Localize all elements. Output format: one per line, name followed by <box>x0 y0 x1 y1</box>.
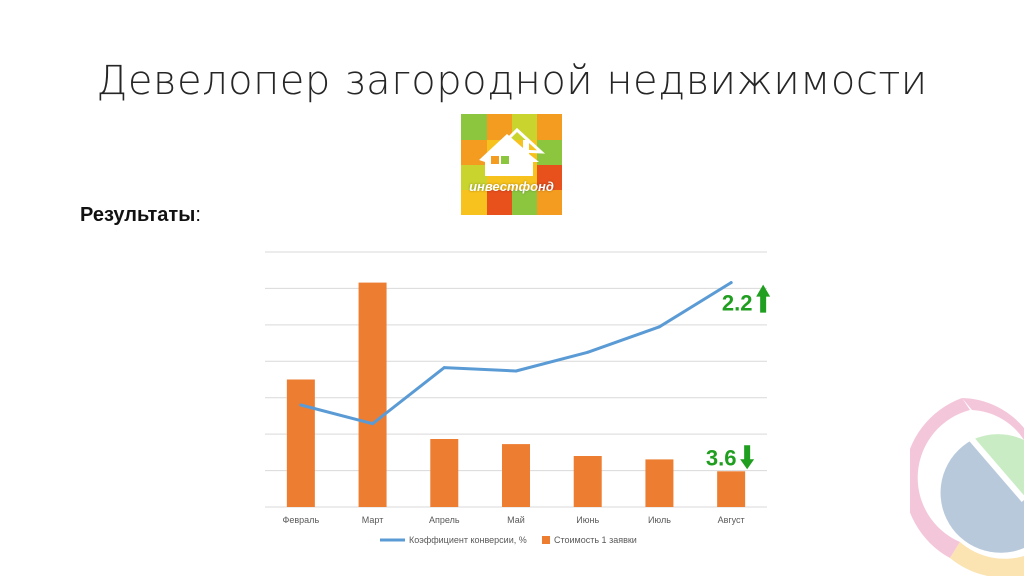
line-point <box>442 366 446 370</box>
results-label: Результаты: <box>80 204 201 227</box>
chart-bar <box>358 282 387 507</box>
x-tick-label: Апрель <box>429 515 460 525</box>
investfond-logo: инвестфонд <box>461 114 562 215</box>
line-point <box>371 422 375 426</box>
x-tick-label: Июль <box>648 515 671 525</box>
chart-bar <box>286 379 315 507</box>
annotation-up-value: 2.2 <box>722 291 753 316</box>
chart-bar <box>645 459 674 507</box>
x-tick-label: Март <box>362 515 384 525</box>
line-point <box>299 403 303 407</box>
line-point <box>514 369 518 373</box>
logo-text: инвестфонд <box>469 179 554 194</box>
chart-bar <box>430 439 459 507</box>
up-arrow-icon <box>756 284 771 313</box>
x-tick-label: Май <box>507 515 525 525</box>
decorative-pie-graphic <box>910 398 1024 576</box>
line-point <box>657 325 661 329</box>
line-point <box>729 281 733 285</box>
legend-line-label: Коэффициент конверсии, % <box>409 535 527 545</box>
conversion-cost-chart: Февраль Март Апрель Май Июнь Июль Август Коэффи… <box>265 251 771 545</box>
annotation-down-value: 3.6 <box>706 445 737 470</box>
x-tick-label: Июнь <box>576 515 599 525</box>
line-point <box>586 350 590 354</box>
slide-title: Девелопер загородной недвижимости <box>96 58 928 104</box>
legend-bar-label: Стоимость 1 заявки <box>554 535 637 545</box>
x-tick-label: Август <box>718 515 745 525</box>
results-label-text: Результаты <box>80 204 196 226</box>
logo-graphic <box>461 114 562 215</box>
down-arrow-icon <box>740 445 755 470</box>
results-colon: : <box>195 204 201 226</box>
chart-bar <box>502 444 530 507</box>
chart-bar <box>573 456 602 507</box>
legend-bar-swatch <box>542 536 550 544</box>
chart-bar <box>717 471 746 507</box>
x-tick-label: Февраль <box>283 515 320 525</box>
